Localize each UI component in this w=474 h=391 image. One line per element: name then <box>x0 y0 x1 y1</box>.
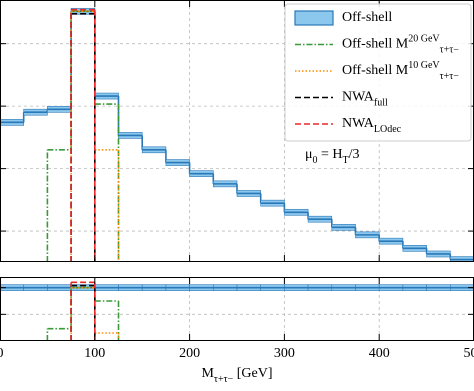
legend-label: Off-shell <box>342 10 392 25</box>
legend-label: NWALOdec <box>342 116 402 135</box>
legend: Off-shell Off-shell M20 GeVτ+τ− Off-shell … <box>284 3 472 142</box>
legend-box <box>284 3 472 142</box>
x-tick-label: 200 <box>179 346 200 361</box>
x-tick-label: 500 <box>464 346 474 361</box>
panel <box>0 277 474 341</box>
x-tick-label: 400 <box>369 346 390 361</box>
legend-swatch <box>294 10 334 26</box>
legend-label: Off-shell M20 GeVτ+τ− <box>342 33 459 55</box>
x-tick-label: 300 <box>274 346 295 361</box>
legend-label: NWAfull <box>342 90 388 109</box>
annotation: μ0 = HT/3 <box>305 147 360 166</box>
x-axis-label: Mτ+τ− [GeV] <box>201 366 272 385</box>
legend-label: Off-shell M10 GeVτ+τ− <box>342 60 459 82</box>
panel <box>0 0 474 262</box>
x-tick-label: 0 <box>0 346 4 361</box>
x-tick-label: 100 <box>84 346 105 361</box>
